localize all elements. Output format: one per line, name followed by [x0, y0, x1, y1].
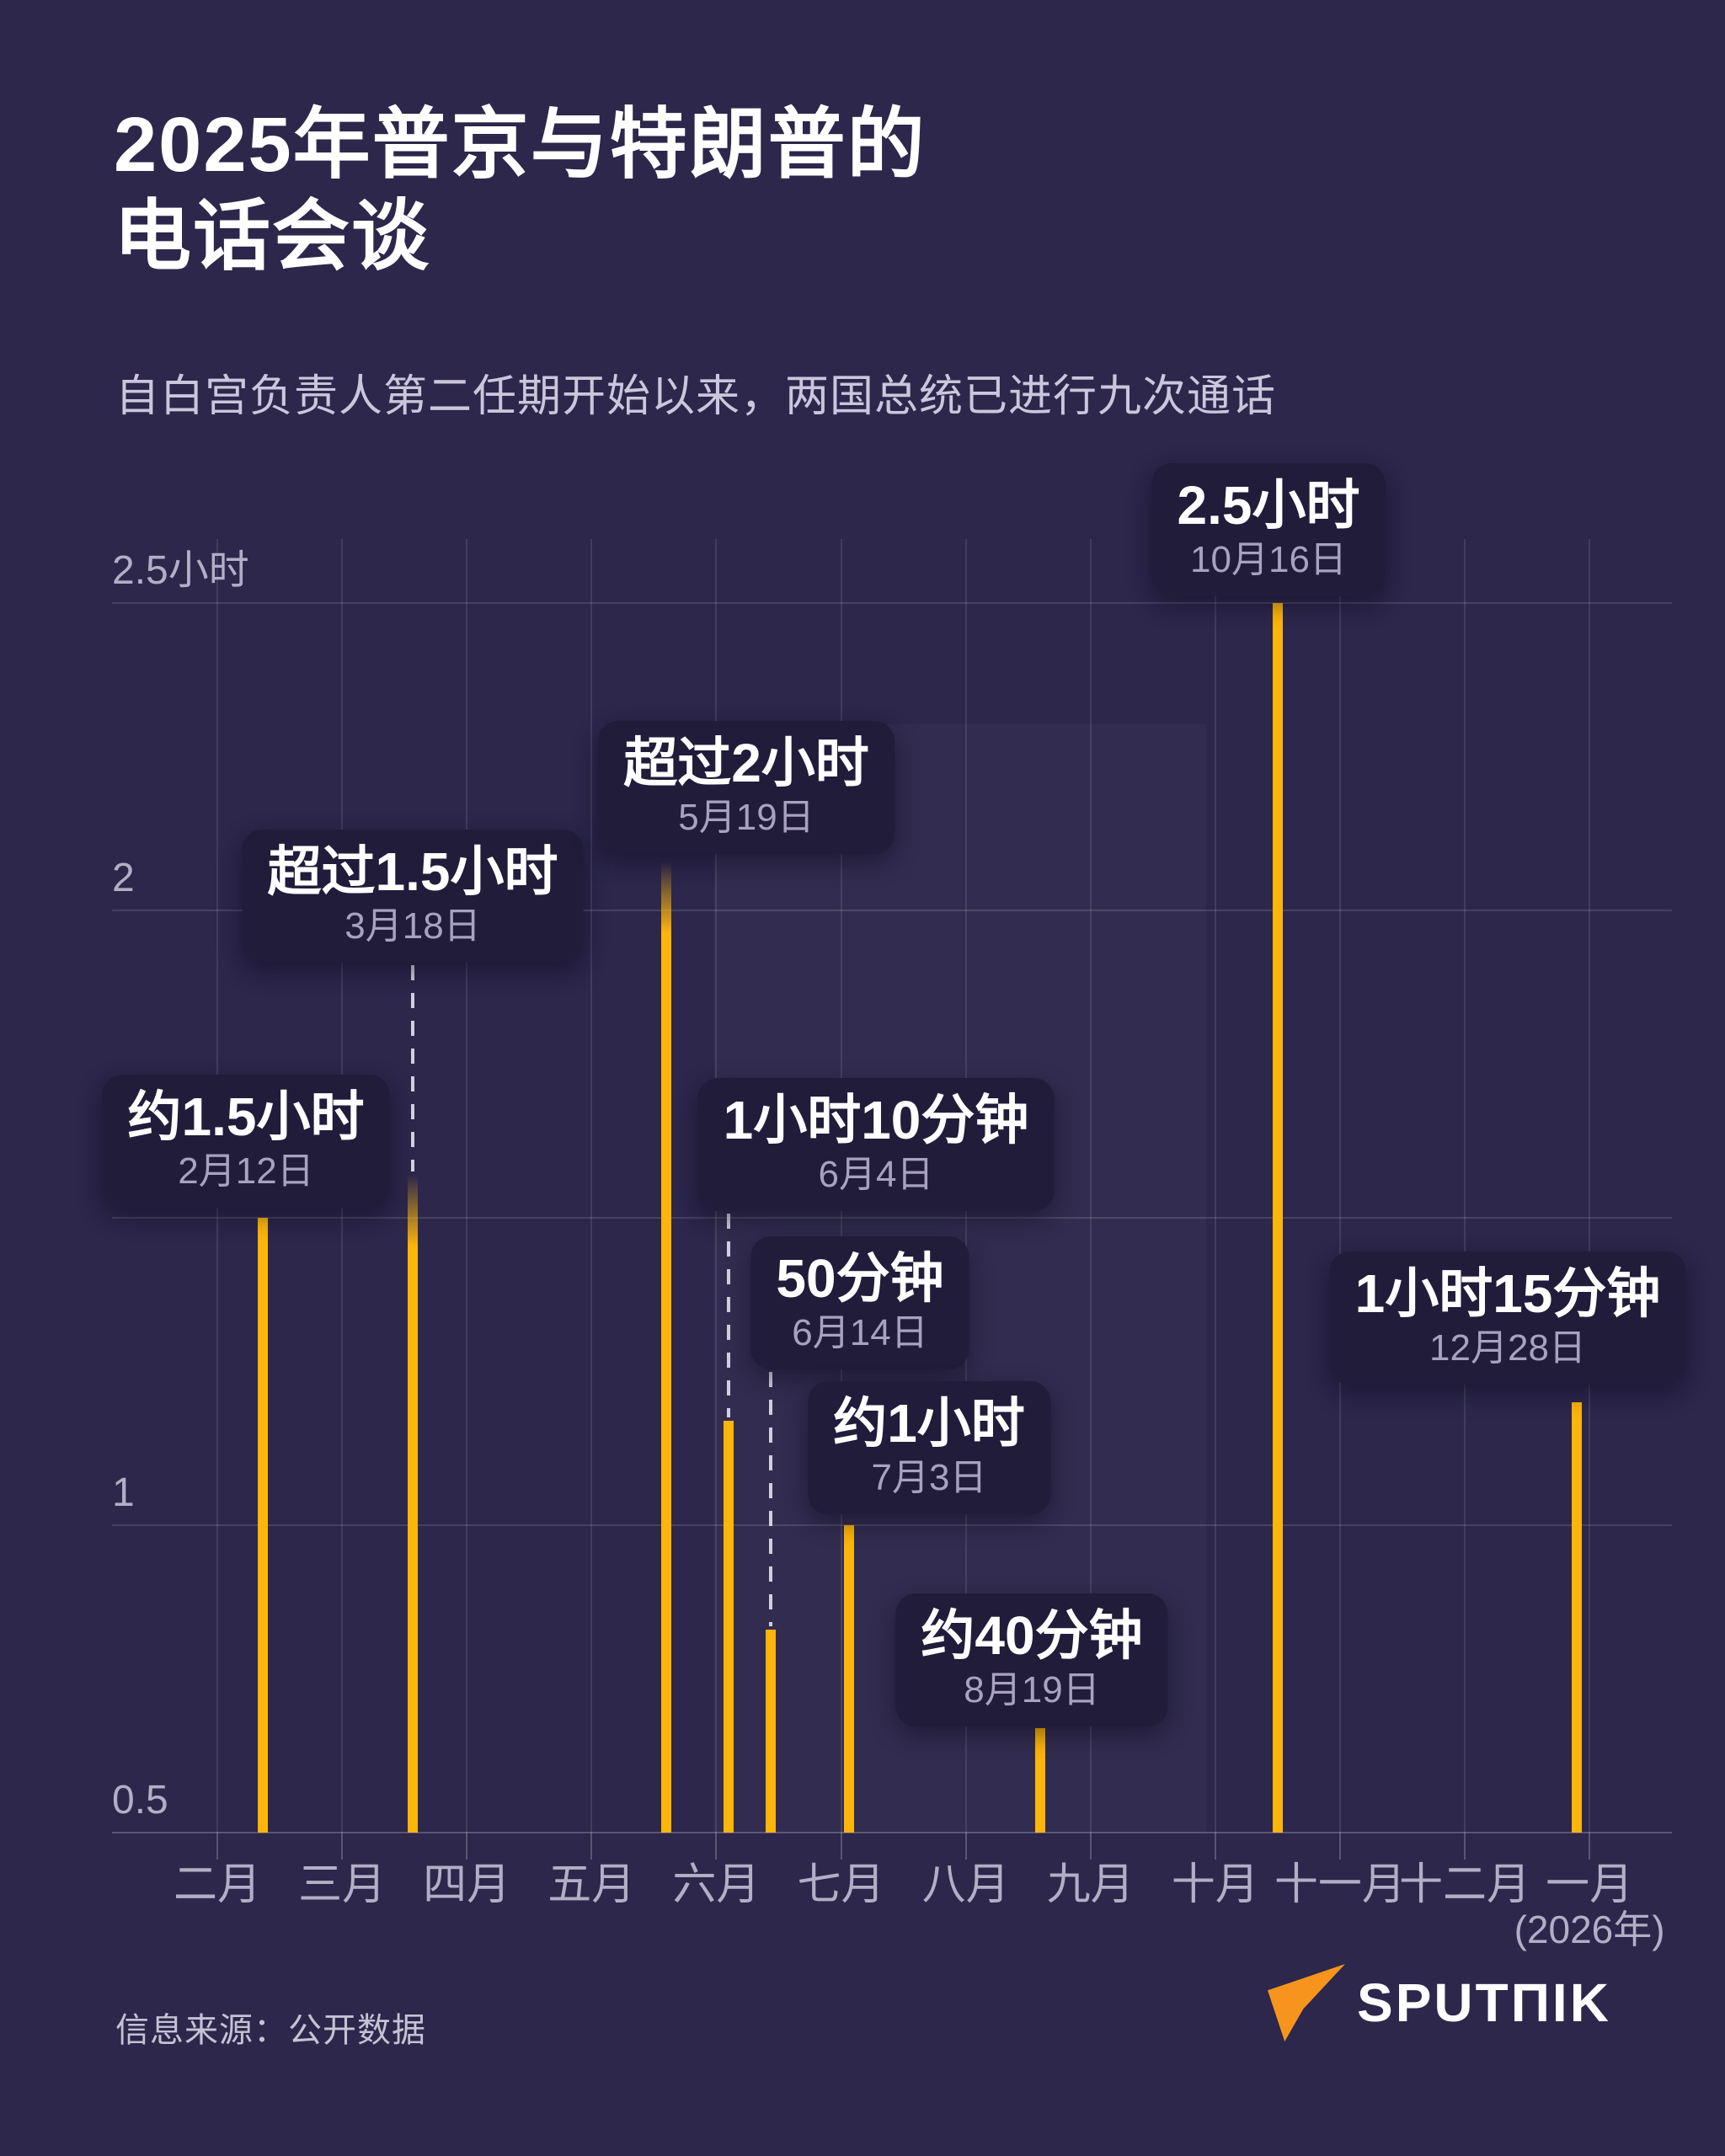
gridline-horizontal — [112, 1832, 1672, 1833]
x-axis-month-label: 十二月 — [1398, 1860, 1531, 1909]
x-axis-tick — [1589, 1833, 1591, 1860]
x-axis-year-note: (2026年) — [1514, 1908, 1665, 1951]
call-label: 超过1.5小时 3月18日 — [242, 830, 584, 963]
call-label: 1小时15分钟 12月28日 — [1329, 1251, 1686, 1385]
call-label: 1小时10分钟 6月4日 — [697, 1078, 1055, 1212]
call-date-text: 7月3日 — [871, 1456, 987, 1498]
call-duration-bar — [408, 1174, 419, 1833]
gridline-vertical — [1089, 539, 1092, 1833]
gridline-horizontal — [112, 602, 1672, 604]
call-duration-bar — [1272, 603, 1283, 1833]
x-axis-tick — [840, 1833, 842, 1860]
call-date-text: 2月12日 — [178, 1150, 314, 1192]
gridline-horizontal — [112, 1217, 1672, 1219]
x-axis-month-label: 九月 — [1046, 1860, 1135, 1909]
call-duration-text: 50分钟 — [776, 1248, 944, 1309]
gridline-vertical — [1338, 539, 1341, 1833]
call-date-text: 8月19日 — [964, 1668, 1100, 1710]
x-axis-tick — [466, 1833, 468, 1860]
call-duration-bar — [1572, 1402, 1583, 1833]
sputnik-wordmark: SPUTΠIK — [1357, 1972, 1611, 2033]
call-label: 约1小时 7月3日 — [808, 1381, 1050, 1515]
x-axis-tick — [216, 1833, 218, 1860]
x-axis-tick — [341, 1833, 344, 1860]
call-duration-text: 超过1.5小时 — [267, 841, 558, 902]
gridline-horizontal — [112, 910, 1672, 911]
call-date-text: 10月16日 — [1190, 538, 1347, 580]
x-axis-month-label: 三月 — [298, 1860, 387, 1909]
gridline-vertical — [1464, 539, 1466, 1833]
call-duration-text: 1小时10分钟 — [723, 1090, 1029, 1150]
x-axis-month-label: 二月 — [173, 1860, 262, 1909]
x-axis-month-label: 十一月 — [1274, 1860, 1406, 1909]
x-axis-month-label: 一月 — [1546, 1860, 1634, 1909]
y-axis-label: 2 — [112, 856, 135, 900]
call-duration-text: 2.5小时 — [1177, 475, 1360, 536]
call-duration-text: 约1小时 — [833, 1393, 1025, 1454]
sputnik-arrow-icon — [1268, 1964, 1345, 2041]
source-note: 信息来源：公开数据 — [115, 2012, 426, 2049]
dashed-connector — [727, 1214, 731, 1417]
dashed-connector — [411, 965, 415, 1171]
call-date-text: 5月19日 — [678, 796, 814, 838]
x-axis-tick — [1464, 1833, 1466, 1860]
gridline-vertical — [1214, 539, 1216, 1833]
call-duration-bar — [724, 1420, 734, 1833]
call-duration-bar — [765, 1630, 776, 1833]
call-date-text: 12月28日 — [1429, 1326, 1586, 1369]
y-axis-label: 2.5小时 — [112, 548, 249, 593]
gridline-horizontal — [112, 1524, 1672, 1526]
x-axis-tick — [1214, 1833, 1216, 1860]
gridline-vertical — [466, 539, 468, 1833]
call-label: 2.5小时 10月16日 — [1151, 463, 1386, 597]
title-line-1: 2025年普京与特朗普的 — [114, 102, 927, 188]
gridline-vertical — [1589, 539, 1591, 1833]
call-label: 约1.5小时 2月12日 — [102, 1075, 390, 1209]
call-duration-bar — [661, 861, 672, 1833]
call-date-text: 3月18日 — [344, 905, 481, 947]
page-subtitle: 自白宫负责人第二任期开始以来，两国总统已进行九次通话 — [115, 372, 1277, 421]
x-axis-month-label: 四月 — [423, 1860, 511, 1909]
call-duration-bar — [258, 1218, 269, 1833]
sputnik-logo: SPUTΠIK — [1268, 1962, 1611, 2043]
title-line-2: 电话会谈 — [114, 193, 431, 280]
x-axis-month-label: 五月 — [547, 1860, 636, 1909]
call-label: 超过2小时 5月19日 — [598, 721, 895, 855]
x-axis-month-label: 六月 — [672, 1860, 761, 1909]
call-duration-bar — [1035, 1727, 1046, 1833]
x-axis-tick — [715, 1833, 718, 1860]
x-axis-month-label: 八月 — [921, 1860, 1010, 1909]
call-date-text: 6月14日 — [792, 1311, 928, 1353]
x-axis-tick — [1089, 1833, 1092, 1860]
y-axis-label: 1 — [112, 1470, 135, 1515]
call-label: 约40分钟 8月19日 — [895, 1593, 1168, 1727]
y-axis-label: 0.5 — [112, 1778, 168, 1822]
x-axis-tick — [964, 1833, 967, 1860]
page-title: 2025年普京与特朗普的 电话会谈 — [114, 99, 1630, 282]
call-duration-text: 约1.5小时 — [127, 1086, 365, 1147]
call-date-text: 6月4日 — [818, 1153, 934, 1195]
x-axis-month-label: 七月 — [797, 1860, 885, 1909]
dashed-connector — [768, 1372, 772, 1627]
x-axis-tick — [1338, 1833, 1341, 1860]
x-axis-tick — [590, 1833, 593, 1860]
call-duration-text: 约40分钟 — [921, 1605, 1143, 1666]
call-label: 50分钟 6月14日 — [750, 1236, 969, 1370]
call-duration-bar — [844, 1525, 855, 1833]
x-axis-month-label: 十月 — [1171, 1860, 1259, 1909]
call-duration-text: 超过2小时 — [623, 733, 869, 793]
gridline-vertical — [590, 539, 593, 1833]
call-duration-text: 1小时15分钟 — [1354, 1263, 1661, 1324]
